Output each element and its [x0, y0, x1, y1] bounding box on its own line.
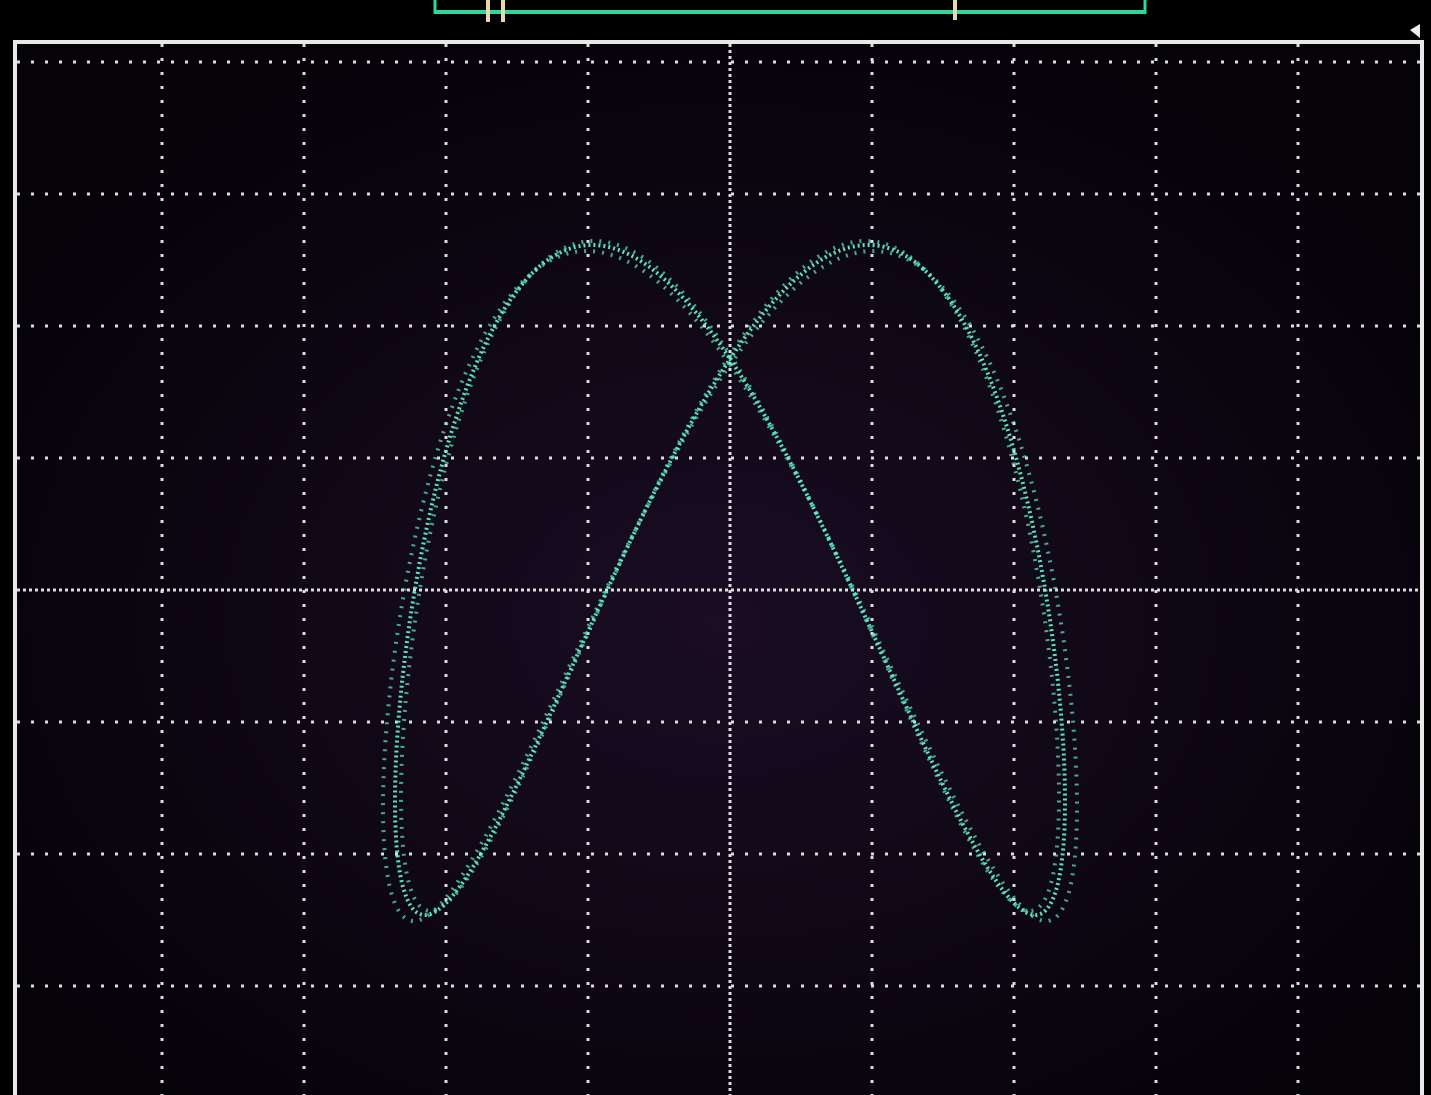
trace	[381, 239, 1079, 923]
trace-pass	[393, 243, 1067, 917]
top-indicator	[433, 0, 1147, 22]
trace-pass	[381, 249, 1079, 923]
screen-border	[13, 40, 1424, 1095]
display-area	[17, 44, 1422, 1095]
trace-pass	[399, 239, 1061, 913]
trigger-marker	[1410, 24, 1420, 38]
graticule	[17, 44, 1422, 1095]
